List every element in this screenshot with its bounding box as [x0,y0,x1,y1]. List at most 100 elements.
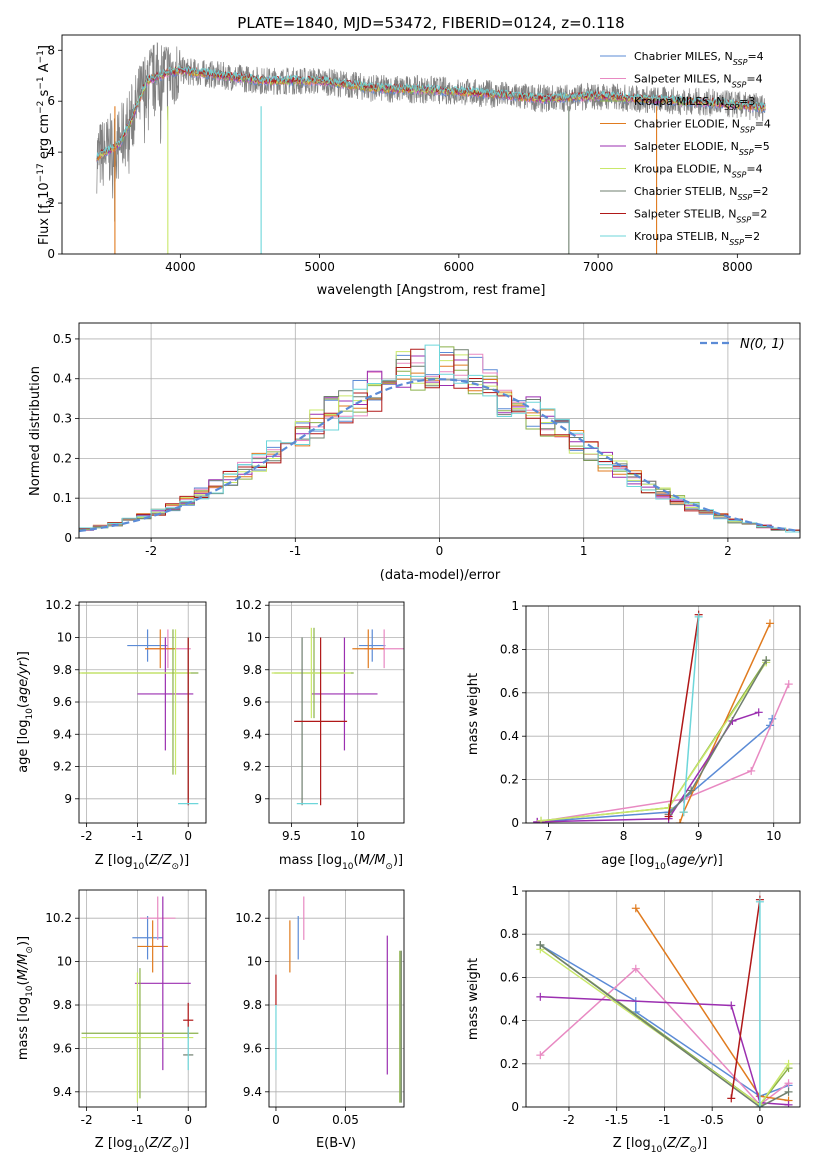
series-salpeter_elodie [540,996,789,1106]
y-tick-label: 9 [254,792,262,806]
x-tick-label: -2 [81,829,93,843]
y-tick-label: 9.8 [53,663,72,677]
y-tick-label: 4 [47,145,55,159]
x-tick-label: -1.5 [605,1113,628,1127]
y-tick-label: 0.5 [53,332,72,346]
histogram-kroupa_stelib [79,344,800,533]
x-tick-label: 5000 [304,260,335,274]
y-tick-label: 0.4 [53,372,72,386]
ebv-mass-xlabel: E(B-V) [316,1136,356,1151]
x-tick-label: 8 [620,829,628,843]
series-salpeter_stelib [667,614,700,817]
x-tick-label: 0 [436,544,444,558]
y-tick-label: 0.2 [500,773,519,787]
x-tick-label: -2 [145,544,157,558]
y-tick-label: 0.8 [500,642,519,656]
weights-z-ylabel: mass weight [466,958,481,1040]
y-tick-label: 9.4 [243,727,262,741]
series-chabrier_stelib [539,944,789,1107]
axes-frame [78,889,207,1108]
y-tick-label: 6 [47,94,55,108]
y-tick-label: 10.2 [235,598,262,612]
x-tick-label: 1 [580,544,588,558]
series-kroupa_miles [540,659,767,822]
y-tick-label: 2 [47,196,55,210]
y-tick-label: 0.1 [53,491,72,505]
x-tick-label: 10 [766,829,781,843]
z-age-xlabel: Z [log10(Z/Z⊙)] [95,853,189,872]
y-tick-label: 0.4 [500,729,519,743]
gaussian-curve [79,378,800,533]
y-tick-label: 0.6 [500,970,519,984]
y-tick-label: 9.6 [53,695,72,709]
axes-frame [268,601,405,824]
errorbar-salpeter_miles [139,896,176,940]
weights-age-panel: 7 8 9 10 0 0.2 0.4 0.6 0.8 1 age [log10(age/yr)] ma… [466,599,801,872]
residuals-xlabel: (data-model)/error [380,568,501,583]
x-tick-label: 9.5 [282,829,301,843]
y-tick-label: 1 [511,884,519,898]
series-salpeter_miles [539,967,789,1106]
y-tick-label: 0.8 [500,927,519,941]
series-chabrier_miles [537,718,773,823]
y-tick-label: 9.4 [53,1085,72,1099]
errorbar-chabrier_miles [359,629,386,662]
y-tick-label: 0 [511,816,519,830]
weights-z-series [536,895,793,1107]
x-tick-label: -0.5 [700,1113,723,1127]
errorbar-kroupa_elodie [81,972,194,1103]
x-tick-label: 0 [756,1113,764,1127]
x-tick-label: -1 [658,1113,670,1127]
errorbar-kroupa_miles [81,968,199,1099]
weights-z-panel: -2 -1.5 -1 -0.5 0 0 0.2 0.4 0.6 0.8 1 Z [log10(Z/Z⊙… [466,884,801,1155]
residuals-panel: -2 -1 0 1 2 0 0.1 0.2 0.3 0.4 0.5 N(0, 1) (data-mode… [28,322,801,583]
errorbar-salpeter_stelib [294,637,348,806]
x-tick-label: 9 [695,829,703,843]
x-tick-label: 0.05 [332,1113,359,1127]
y-tick-label: 0.2 [53,451,72,465]
y-tick-label: 0 [47,247,55,261]
spectrum-panel: 4000 5000 6000 7000 8000 0 2 4 6 8 PLATE=1840, MJD… [36,14,801,298]
z-age-ylabel: age [log10(age/yr)] [16,651,35,773]
errorbar-kroupa_elodie [271,627,352,719]
axes-frame [78,601,207,824]
z-mass-panel: -2 -1 0 9.4 9.6 9.8 10 10.2 Z [log10(Z/Z⊙)] mass … [16,889,207,1155]
axes-frame [525,605,801,824]
series-kroupa_elodie [540,661,767,822]
y-tick-label: 9.2 [243,760,262,774]
y-tick-label: 10.2 [235,911,262,925]
legend-entry: Salpeter MILES, NSSP=4 [634,73,763,90]
y-tick-label: 9.6 [243,1041,262,1055]
y-tick-label: 0.4 [500,1014,519,1028]
z-mass-xlabel: Z [log10(Z/Z⊙)] [95,1136,189,1155]
legend-entry: Chabrier MILES, NSSP=4 [634,50,764,67]
legend-entry: Chabrier STELIB, NSSP=2 [634,185,768,202]
axes-frame [61,34,801,255]
x-tick-label: 0 [184,1113,192,1127]
x-tick-label: -1 [131,1113,143,1127]
x-tick-label: -1 [131,829,143,843]
x-tick-label: 7000 [583,260,614,274]
y-tick-label: 10.2 [45,598,72,612]
legend-entry: Kroupa STELIB, NSSP=2 [634,230,760,247]
axes-frame [268,889,405,1108]
errorbar-chabrier_elodie [145,629,176,669]
ebv-mass-points [275,896,402,1103]
y-tick-label: 8 [47,43,55,57]
y-tick-label: 9.6 [243,695,262,709]
weights-age-xlabel: age [log10(age/yr)] [601,853,723,872]
y-tick-label: 0.2 [500,1057,519,1071]
axes-frame [78,322,801,539]
y-tick-label: 9.8 [53,998,72,1012]
z-age-points [79,629,199,806]
legend-entry: Kroupa ELODIE, NSSP=4 [634,163,763,180]
z-age-panel: -2 -1 0 9 9.2 9.4 9.6 9.8 10 10.2 Z [log10(Z/Z⊙)] a… [16,598,207,872]
spectrum-ylabel: Flux [fλ10−17 erg cm−2 s−1 A−1] [36,45,56,245]
z-mass-points [81,896,199,1103]
y-tick-label: 10 [57,630,72,644]
x-tick-label: -1 [289,544,301,558]
errorbar-salpeter_elodie [137,637,194,751]
errorbar-chabrier_miles [127,629,168,662]
residuals-ylabel: Normed distribution [28,366,43,496]
weights-age-series [533,610,793,823]
